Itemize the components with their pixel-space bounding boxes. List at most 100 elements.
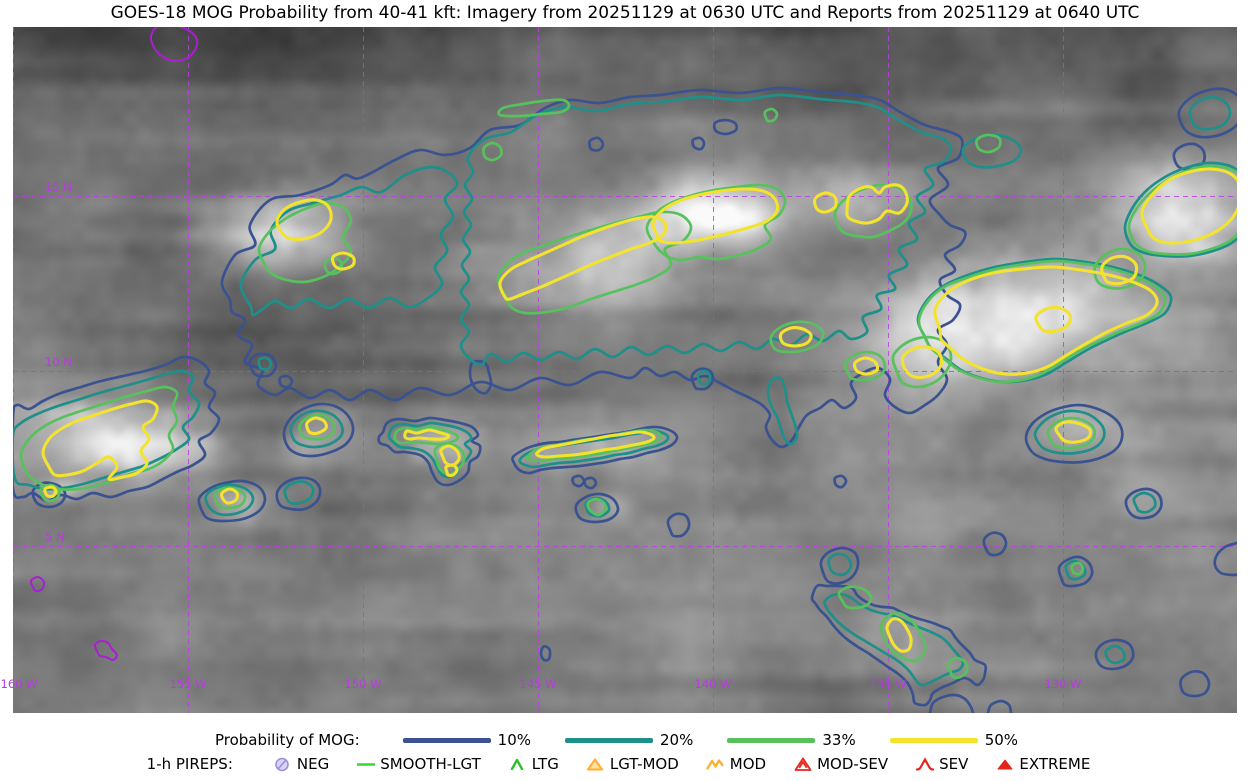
contour-20% (289, 409, 344, 449)
lon-label: 145 W (520, 677, 557, 691)
contour-33% (496, 210, 693, 315)
contour-20% (283, 480, 315, 505)
pirep-item-label: SEV (939, 755, 969, 773)
contour-10% (833, 474, 848, 489)
contour-50% (1034, 305, 1073, 334)
legend-mog-item-50%: 50% (889, 731, 1019, 749)
contour-50% (305, 416, 328, 436)
mog-swatch-label: 20% (660, 731, 694, 749)
contour-10% (986, 699, 1013, 713)
pirep-item-label: LGT-MOD (609, 755, 679, 773)
sev-symbol-icon (914, 756, 935, 773)
contour-10% (982, 531, 1008, 557)
contour-33% (393, 425, 460, 446)
contour-33% (323, 256, 344, 276)
legend-mog-item-10%: 10% (402, 731, 531, 749)
lon-label: 135 W (870, 677, 907, 691)
contour-33% (433, 442, 466, 476)
contour-10% (712, 118, 739, 136)
coastline (93, 639, 118, 662)
legend: Probability of MOG: 10% 20% 33% 50% 1-h PIR… (0, 728, 1250, 776)
legend-pirep-item-EXTREME: EXTREME (994, 755, 1090, 773)
contour-50% (885, 617, 913, 653)
legend-mog-label: Probability of MOG: (214, 731, 360, 749)
contour-20% (13, 369, 201, 491)
contour-50% (330, 251, 356, 271)
legend-pireps-label: 1-h PIREPS: (146, 755, 233, 773)
contour-10% (1024, 403, 1124, 464)
contour-10% (282, 402, 355, 458)
contour-33% (482, 141, 503, 162)
lat-label: 5 N (45, 530, 65, 544)
contour-20% (823, 593, 965, 687)
contour-50% (852, 356, 880, 376)
legend-pirep-item-SMOOTH-LGT: SMOOTH-LGT (355, 755, 481, 773)
pirep-item-label: MOD-SEV (817, 755, 889, 773)
contour-50% (1100, 254, 1139, 286)
contour-20% (1123, 161, 1237, 258)
ltg-symbol-icon (507, 756, 528, 773)
mog-swatch (727, 737, 816, 743)
contour-50% (651, 187, 780, 245)
contour-50% (535, 430, 656, 459)
legend-pirep-item-MOD: MOD (705, 755, 766, 773)
probability-contours (13, 86, 1237, 713)
neg-symbol-icon (272, 756, 293, 773)
lon-label: 150 W (345, 677, 382, 691)
contour-50% (41, 399, 159, 482)
smooth-symbol-icon (355, 756, 376, 773)
coastline (149, 27, 199, 63)
contour-10% (1094, 638, 1135, 671)
contour-10% (571, 474, 586, 488)
mog-swatch-label: 50% (984, 731, 1019, 749)
mog-swatch-label: 33% (822, 731, 856, 749)
mod-symbol-icon (705, 756, 726, 773)
contour-33% (1046, 416, 1097, 450)
lon-label: 130 W (1045, 677, 1082, 691)
coastline (29, 576, 46, 593)
contour-50% (900, 345, 944, 379)
contour-50% (275, 198, 333, 241)
contour-10% (574, 492, 620, 524)
pirep-item-label: EXTREME (1019, 755, 1091, 773)
contour-20% (1132, 491, 1157, 514)
contour-10% (810, 583, 988, 707)
contour-10% (275, 476, 322, 512)
contour-10% (220, 86, 967, 449)
legend-pirep-item-LGT-MOD: LGT-MOD (585, 755, 679, 773)
legend-pirep-item-SEV: SEV (914, 755, 968, 773)
legend-pireps-row: 1-h PIREPS: NEG SMOOTH-LGT LTG LGT-MOD MOD MO… (0, 752, 1250, 776)
contour-10% (928, 693, 975, 713)
contour-50% (778, 326, 813, 348)
contour-33% (769, 320, 825, 354)
legend-mog-row: Probability of MOG: 10% 20% 33% 50% (0, 728, 1250, 752)
contour-10% (1057, 555, 1094, 588)
satellite-imagery (13, 27, 1237, 713)
contour-33% (946, 656, 969, 679)
contour-10% (278, 374, 294, 389)
contour-33% (213, 486, 247, 510)
contour-50% (1140, 167, 1237, 245)
contour-50% (933, 265, 1159, 376)
contour-50% (219, 487, 240, 505)
contour-33% (763, 107, 779, 123)
contour-10% (588, 136, 605, 152)
pirep-item-label: MOD (729, 755, 767, 773)
contour-50% (444, 463, 459, 478)
mog-swatch (889, 737, 978, 743)
mog-swatch (565, 737, 654, 743)
contour-33% (833, 183, 913, 239)
extreme-symbol-icon (994, 756, 1015, 773)
contour-10% (197, 479, 267, 523)
contour-20% (257, 356, 273, 371)
contour-10% (1177, 87, 1237, 139)
contour-10% (377, 416, 482, 487)
legend-pirep-item-LTG: LTG (507, 755, 559, 773)
contour-20% (961, 133, 1023, 169)
contour-10% (583, 476, 598, 490)
lat-label: 10 N (45, 355, 72, 369)
contour-10% (13, 355, 221, 503)
legend-pirep-item-MOD-SEV: MOD-SEV (792, 755, 888, 773)
